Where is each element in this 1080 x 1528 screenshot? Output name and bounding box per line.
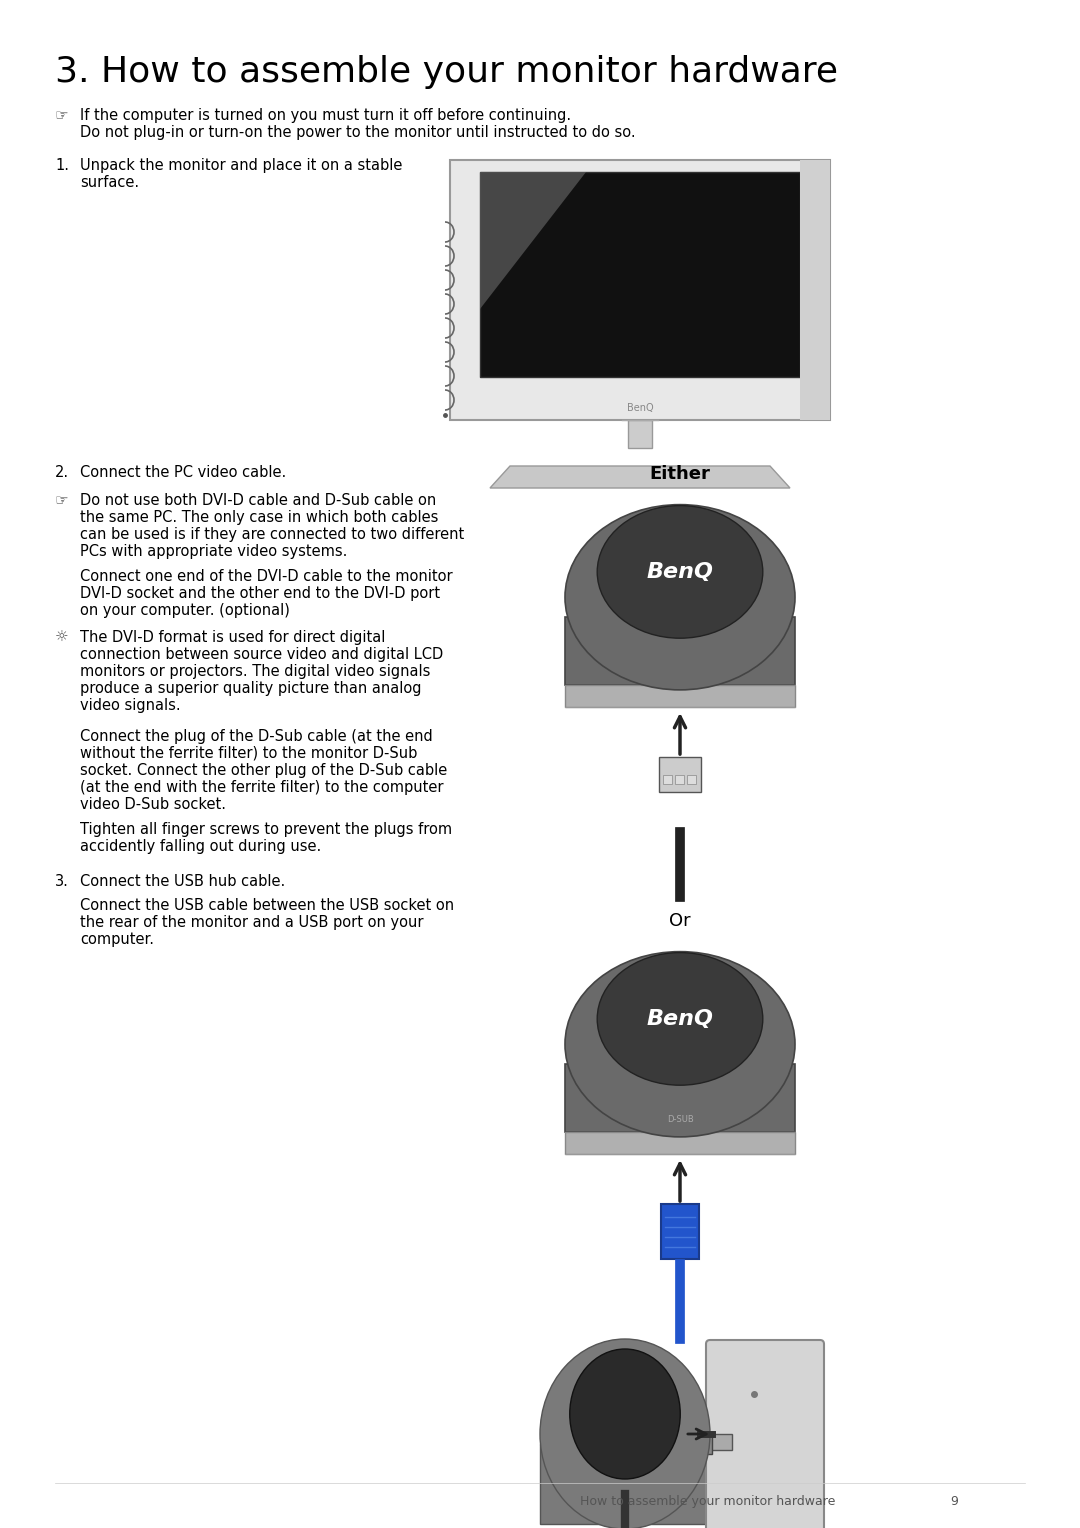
Text: PCs with appropriate video systems.: PCs with appropriate video systems.	[80, 544, 348, 559]
Text: computer.: computer.	[80, 932, 154, 947]
FancyBboxPatch shape	[659, 756, 701, 792]
Text: Do not plug-in or turn-on the power to the monitor until instructed to do so.: Do not plug-in or turn-on the power to t…	[80, 125, 636, 141]
FancyBboxPatch shape	[661, 1204, 699, 1259]
Ellipse shape	[540, 1339, 710, 1528]
Text: How to assemble your monitor hardware: How to assemble your monitor hardware	[580, 1494, 835, 1508]
FancyBboxPatch shape	[687, 775, 696, 784]
Ellipse shape	[570, 1349, 680, 1479]
FancyBboxPatch shape	[706, 1340, 824, 1528]
Text: accidently falling out during use.: accidently falling out during use.	[80, 839, 321, 854]
FancyBboxPatch shape	[565, 1132, 795, 1154]
Text: Do not use both DVI-D cable and D-Sub cable on: Do not use both DVI-D cable and D-Sub ca…	[80, 494, 436, 507]
Text: Connect the PC video cable.: Connect the PC video cable.	[80, 465, 286, 480]
Text: on your computer. (optional): on your computer. (optional)	[80, 604, 289, 617]
Text: D-SUB: D-SUB	[666, 1115, 693, 1125]
Text: 1.: 1.	[55, 157, 69, 173]
Text: video signals.: video signals.	[80, 698, 180, 714]
FancyBboxPatch shape	[565, 1063, 795, 1132]
Text: 9: 9	[950, 1494, 958, 1508]
Text: Tighten all finger screws to prevent the plugs from: Tighten all finger screws to prevent the…	[80, 822, 453, 837]
Text: If the computer is turned on you must turn it off before continuing.: If the computer is turned on you must tu…	[80, 108, 571, 122]
FancyBboxPatch shape	[565, 685, 795, 707]
Polygon shape	[480, 173, 586, 309]
Text: BenQ: BenQ	[647, 562, 714, 582]
FancyBboxPatch shape	[540, 1444, 710, 1523]
Text: Unpack the monitor and place it on a stable: Unpack the monitor and place it on a sta…	[80, 157, 403, 173]
Text: The DVI-D format is used for direct digital: The DVI-D format is used for direct digi…	[80, 630, 386, 645]
Text: DVI-D socket and the other end to the DVI-D port: DVI-D socket and the other end to the DV…	[80, 587, 441, 601]
Text: 2.: 2.	[55, 465, 69, 480]
FancyBboxPatch shape	[627, 420, 652, 448]
Text: Either: Either	[649, 465, 711, 483]
Text: surface.: surface.	[80, 176, 139, 189]
Text: ☼: ☼	[55, 630, 69, 645]
FancyBboxPatch shape	[675, 775, 684, 784]
Text: the rear of the monitor and a USB port on your: the rear of the monitor and a USB port o…	[80, 915, 423, 931]
FancyBboxPatch shape	[710, 1433, 732, 1450]
Text: Or: Or	[670, 912, 691, 931]
Text: without the ferrite filter) to the monitor D-Sub: without the ferrite filter) to the monit…	[80, 746, 417, 761]
Text: produce a superior quality picture than analog: produce a superior quality picture than …	[80, 681, 421, 695]
Text: 3.: 3.	[55, 874, 69, 889]
Text: BenQ: BenQ	[647, 1008, 714, 1028]
Text: BenQ: BenQ	[626, 403, 653, 413]
Text: Connect one end of the DVI-D cable to the monitor: Connect one end of the DVI-D cable to th…	[80, 568, 453, 584]
FancyBboxPatch shape	[690, 1433, 712, 1455]
Ellipse shape	[597, 952, 762, 1085]
Text: 3. How to assemble your monitor hardware: 3. How to assemble your monitor hardware	[55, 55, 838, 89]
FancyBboxPatch shape	[480, 173, 800, 377]
Text: the same PC. The only case in which both cables: the same PC. The only case in which both…	[80, 510, 438, 526]
FancyBboxPatch shape	[450, 160, 831, 420]
Text: socket. Connect the other plug of the D-Sub cable: socket. Connect the other plug of the D-…	[80, 762, 447, 778]
Ellipse shape	[565, 952, 795, 1137]
Text: Connect the plug of the D-Sub cable (at the end: Connect the plug of the D-Sub cable (at …	[80, 729, 433, 744]
Text: can be used is if they are connected to two different: can be used is if they are connected to …	[80, 527, 464, 542]
FancyBboxPatch shape	[663, 775, 672, 784]
Ellipse shape	[565, 504, 795, 689]
Text: Connect the USB hub cable.: Connect the USB hub cable.	[80, 874, 285, 889]
Text: monitors or projectors. The digital video signals: monitors or projectors. The digital vide…	[80, 665, 430, 678]
Text: ☞: ☞	[55, 494, 69, 507]
Text: connection between source video and digital LCD: connection between source video and digi…	[80, 646, 443, 662]
FancyBboxPatch shape	[565, 617, 795, 685]
Ellipse shape	[597, 506, 762, 639]
FancyBboxPatch shape	[800, 160, 831, 420]
Text: Connect the USB cable between the USB socket on: Connect the USB cable between the USB so…	[80, 898, 454, 914]
Polygon shape	[490, 466, 789, 487]
Text: (at the end with the ferrite filter) to the computer: (at the end with the ferrite filter) to …	[80, 779, 444, 795]
Text: video D-Sub socket.: video D-Sub socket.	[80, 798, 226, 811]
Text: ☞: ☞	[55, 108, 69, 122]
